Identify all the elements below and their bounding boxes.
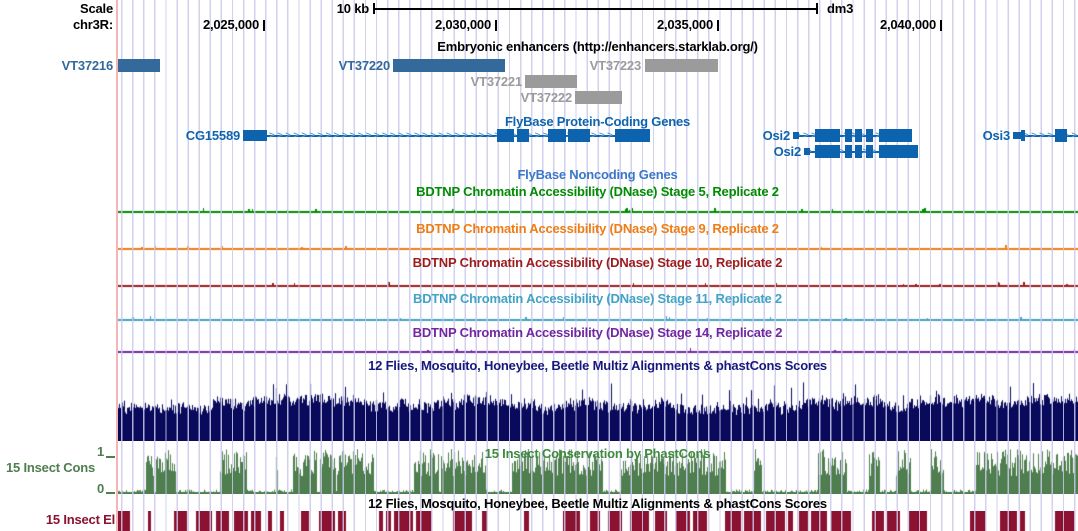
gene-exon-1-1 [815,129,840,142]
gene-exon-0-0 [243,130,267,141]
coordinate-tick-3 [940,20,942,31]
cons-axis-max-tick [106,456,115,458]
gene-exon-0-3 [548,129,566,142]
multiz-elements-track-title[interactable]: 12 Flies, Mosquito, Honeybee, Beetle Mul… [368,496,827,511]
gene-exon-3-2 [1055,129,1067,142]
bdtnp-track-title-3[interactable]: BDTNP Chromatin Accessibility (DNase) St… [412,255,783,270]
coordinate-tick-0 [263,20,265,31]
elements-track-left-label[interactable]: 15 Insect El [45,512,115,527]
noncoding-genes-track-title[interactable]: FlyBase Noncoding Genes [517,167,678,182]
gene-exon-0-2 [517,129,529,142]
gene-label-Osi2: Osi2 [762,128,791,143]
gene-exon-1-4 [866,129,873,142]
enhancer-label-VT37216: VT37216 [61,58,114,73]
bdtnp-track-title-4[interactable]: BDTNP Chromatin Accessibility (DNase) St… [413,291,782,306]
gene-label-Osi3: Osi3 [982,128,1011,143]
gene-exon-3-1 [1021,130,1025,141]
enhancer-item-VT37223[interactable] [645,59,718,72]
coordinate-tick-2 [717,20,719,31]
coordinate-label-0: 2,025,000 [202,17,259,32]
gene-exon-0-5 [615,129,650,142]
bdtnp-signal-line-1[interactable] [117,204,1078,214]
cons-track-left-label[interactable]: 15 Insect Cons [6,460,95,475]
chromosome-label: chr3R: [73,17,113,32]
gene-item-CG15589[interactable]: >>>>>>>>>>>>>>>>>>>>>>>>>>>>>>>>>>>>>>>>… [243,129,650,142]
insect-elements-track[interactable] [117,511,1078,531]
coordinate-label-1: 2,030,000 [434,17,491,32]
gene-exon-0-1 [497,129,514,142]
enhancer-label-VT37222: VT37222 [520,90,573,105]
scale-bar-right-tick [816,3,818,14]
gene-exon-1-3 [855,129,862,142]
gene-exon-2-1 [815,145,840,158]
assembly-label: dm3 [827,1,854,16]
bdtnp-track-title-5[interactable]: BDTNP Chromatin Accessibility (DNase) St… [412,325,783,340]
enhancer-item-VT37220[interactable] [393,59,505,72]
scale-bar-label: 10 kb [336,1,369,16]
cons-axis-min-label: 0 [96,481,104,496]
bdtnp-signal-line-4[interactable] [117,312,1078,322]
gene-label-CG15589: CG15589 [185,128,240,143]
gene-exon-0-4 [568,129,590,142]
gene-exon-2-4 [866,145,873,158]
gene-exon-2-0 [804,148,810,155]
enhancer-label-VT37220: VT37220 [338,58,391,73]
bdtnp-signal-line-2[interactable] [117,241,1078,251]
bdtnp-signal-line-5[interactable] [117,344,1078,354]
gene-exon-1-0 [793,132,799,139]
gene-exon-2-5 [879,145,918,158]
scale-bar [373,8,818,10]
coordinate-tick-1 [495,20,497,31]
gene-exon-2-3 [855,145,862,158]
gene-exon-1-2 [845,129,852,142]
scale-bar-left-tick [373,3,375,14]
cons-track-title[interactable]: 15 Insect Conservation by PhastCons [484,446,711,461]
cons-axis-max-label: 1 [96,444,104,459]
bdtnp-signal-line-3[interactable] [117,278,1078,288]
coordinate-label-2: 2,035,000 [656,17,713,32]
cons-axis-min-tick [106,492,115,494]
coordinate-label-3: 2,040,000 [879,17,936,32]
enhancer-item-VT37216[interactable] [117,59,160,72]
enhancer-item-VT37222[interactable] [575,91,622,104]
gene-item-Osi3[interactable]: >>>>>>>> [1013,129,1078,142]
bdtnp-track-title-2[interactable]: BDTNP Chromatin Accessibility (DNase) St… [416,221,779,236]
scale-label: Scale [80,1,113,16]
enhancer-item-VT37221[interactable] [525,75,577,88]
bdtnp-track-title-1[interactable]: BDTNP Chromatin Accessibility (DNase) St… [416,184,779,199]
enhancers-track-title[interactable]: Embryonic enhancers (http://enhancers.st… [437,39,758,54]
gene-item-Osi2[interactable]: >>>>>>>>>>>>> [804,145,918,158]
enhancer-label-VT37223: VT37223 [589,58,642,73]
multiz-track-title[interactable]: 12 Flies, Mosquito, Honeybee, Beetle Mul… [368,358,827,373]
gene-label-Osi2: Osi2 [773,144,802,159]
gene-exon-2-2 [845,145,852,158]
enhancer-label-VT37221: VT37221 [470,74,523,89]
multiz-conservation-histogram[interactable] [117,379,1078,441]
coding-genes-track-title[interactable]: FlyBase Protein-Coding Genes [504,114,691,129]
